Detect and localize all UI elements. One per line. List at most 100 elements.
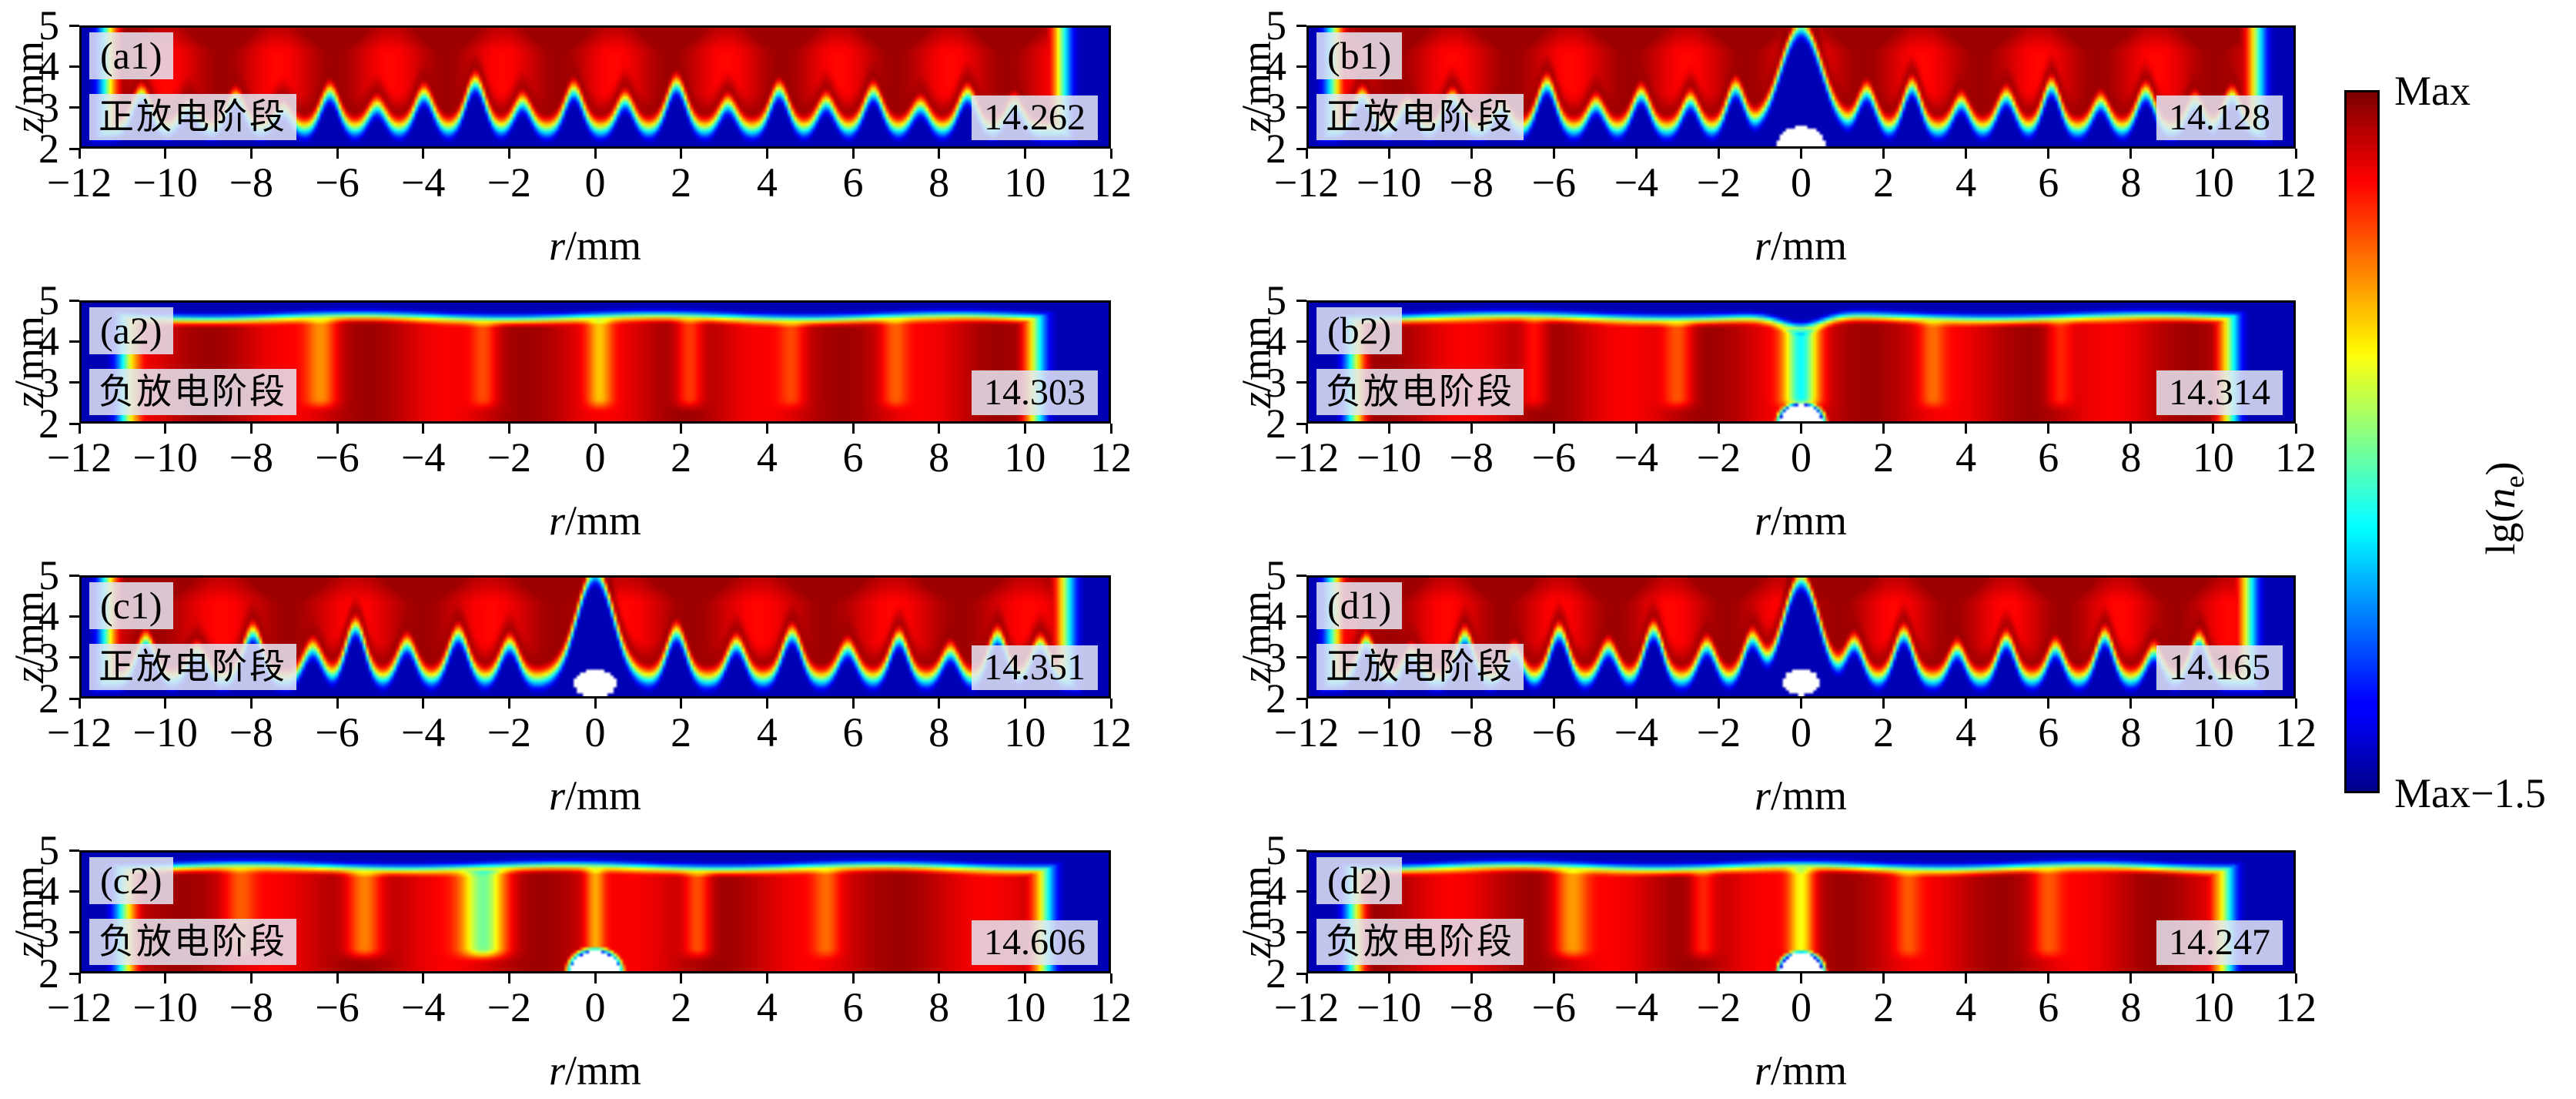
x-tick-mark (765, 424, 768, 434)
x-tick-label: −10 (1356, 709, 1422, 756)
x-tick-label: −4 (400, 984, 446, 1030)
x-tick-mark (2212, 973, 2215, 983)
x-tick-label: 4 (1955, 159, 1977, 206)
panel-label: (a1) (89, 32, 173, 79)
x-tick-mark (1470, 699, 1473, 709)
y-tick-label: 4 (38, 318, 59, 365)
y-tick-label: 2 (38, 950, 59, 997)
x-tick-mark (851, 973, 855, 983)
x-tick-label: 4 (1955, 434, 1977, 481)
y-tick-mark (1296, 574, 1306, 577)
y-tick-label: 5 (38, 277, 59, 323)
x-tick-label: 6 (2038, 984, 2059, 1030)
x-tick-mark (680, 973, 683, 983)
colorbar-gradient (2347, 92, 2377, 791)
x-tick-label: −8 (229, 709, 274, 756)
x-tick-label: 8 (928, 709, 950, 756)
peak-value-label: 14.262 (972, 95, 1098, 140)
y-tick-mark (69, 381, 79, 384)
x-tick-label: −12 (1273, 434, 1340, 481)
y-tick-mark (1296, 106, 1306, 109)
x-tick-label: −4 (400, 159, 446, 206)
stage-label: 正放电阶段 (89, 93, 296, 140)
y-tick-label: 3 (1266, 909, 1286, 956)
x-tick-mark (1470, 149, 1473, 159)
x-tick-mark (336, 699, 339, 709)
y-tick-mark (69, 299, 79, 302)
x-tick-label: −12 (1273, 709, 1340, 756)
y-tick-label: 3 (38, 634, 59, 681)
x-axis-unit: /mm (1771, 1047, 1848, 1094)
x-tick-label: 4 (756, 434, 778, 481)
panel-label: (b1) (1316, 32, 1403, 79)
y-tick-label: 5 (1266, 277, 1286, 323)
y-tick-mark (1296, 65, 1306, 68)
x-tick-label: 4 (756, 984, 778, 1030)
panel-a2: (a2) 负放电阶段 14.303 (79, 300, 1111, 424)
y-tick-mark (69, 656, 79, 659)
y-tick-mark (69, 65, 79, 68)
x-tick-label: −12 (1273, 984, 1340, 1030)
stage-label: 负放电阶段 (89, 368, 296, 415)
panel-label: (c1) (89, 582, 173, 629)
x-tick-mark (851, 149, 855, 159)
y-tick-mark (1296, 299, 1306, 302)
x-tick-label: 10 (2192, 434, 2234, 481)
x-tick-mark (680, 699, 683, 709)
x-tick-label: 0 (1791, 984, 1812, 1030)
x-axis-unit: /mm (1771, 772, 1848, 819)
x-tick-label: −6 (315, 159, 360, 206)
x-tick-mark (78, 424, 81, 434)
x-tick-label: 10 (1004, 434, 1046, 481)
x-tick-mark (765, 973, 768, 983)
panel-d1: (d1) 正放电阶段 14.165 (1306, 575, 2296, 699)
x-tick-label: 6 (2038, 159, 2059, 206)
x-tick-label: −2 (1696, 159, 1741, 206)
peak-value-label: 14.303 (972, 370, 1098, 415)
x-tick-label: 10 (1004, 159, 1046, 206)
y-tick-mark (1296, 931, 1306, 934)
x-tick-mark (1305, 973, 1308, 983)
colorbar (2344, 90, 2380, 793)
panel-a1: (a1) 正放电阶段 14.262 (79, 25, 1111, 149)
x-tick-label: −8 (229, 159, 274, 206)
x-tick-mark (336, 424, 339, 434)
x-tick-label: 0 (584, 984, 606, 1030)
x-tick-mark (1882, 699, 1885, 709)
x-tick-mark (507, 699, 510, 709)
x-axis-unit: /mm (565, 498, 642, 544)
x-tick-mark (1800, 973, 1802, 983)
y-tick-label: 4 (38, 868, 59, 915)
x-tick-label: 4 (756, 709, 778, 756)
x-tick-mark (78, 973, 81, 983)
x-tick-label: −10 (1356, 984, 1422, 1030)
y-tick-mark (69, 972, 79, 975)
stage-label: 负放电阶段 (89, 918, 296, 965)
x-tick-label: −4 (400, 434, 446, 481)
x-tick-label: 8 (2120, 434, 2142, 481)
y-tick-mark (69, 106, 79, 109)
x-tick-mark (1109, 424, 1112, 434)
x-tick-mark (851, 424, 855, 434)
x-axis-label: r/mm (480, 222, 711, 270)
x-tick-label: −2 (487, 159, 532, 206)
y-tick-mark (1296, 849, 1306, 852)
x-tick-mark (1109, 149, 1112, 159)
panel-d2: (d2) 负放电阶段 14.247 (1306, 850, 2296, 973)
x-tick-mark (2294, 699, 2297, 709)
x-tick-label: 6 (2038, 434, 2059, 481)
x-tick-mark (594, 424, 597, 434)
x-axis-variable: r (1754, 772, 1771, 819)
x-axis-label: r/mm (480, 497, 711, 544)
x-axis-variable: r (1754, 498, 1771, 544)
x-axis-unit: /mm (565, 1047, 642, 1094)
panel-c1: (c1) 正放电阶段 14.351 (79, 575, 1111, 699)
y-tick-label: 2 (1266, 675, 1286, 722)
x-tick-label: −10 (1356, 159, 1422, 206)
x-tick-label: −2 (1696, 984, 1741, 1030)
x-tick-label: −10 (132, 434, 198, 481)
x-tick-label: −10 (132, 984, 198, 1030)
panel-label: (a2) (89, 307, 173, 354)
x-axis-unit: /mm (1771, 223, 1848, 269)
x-tick-mark (164, 973, 167, 983)
